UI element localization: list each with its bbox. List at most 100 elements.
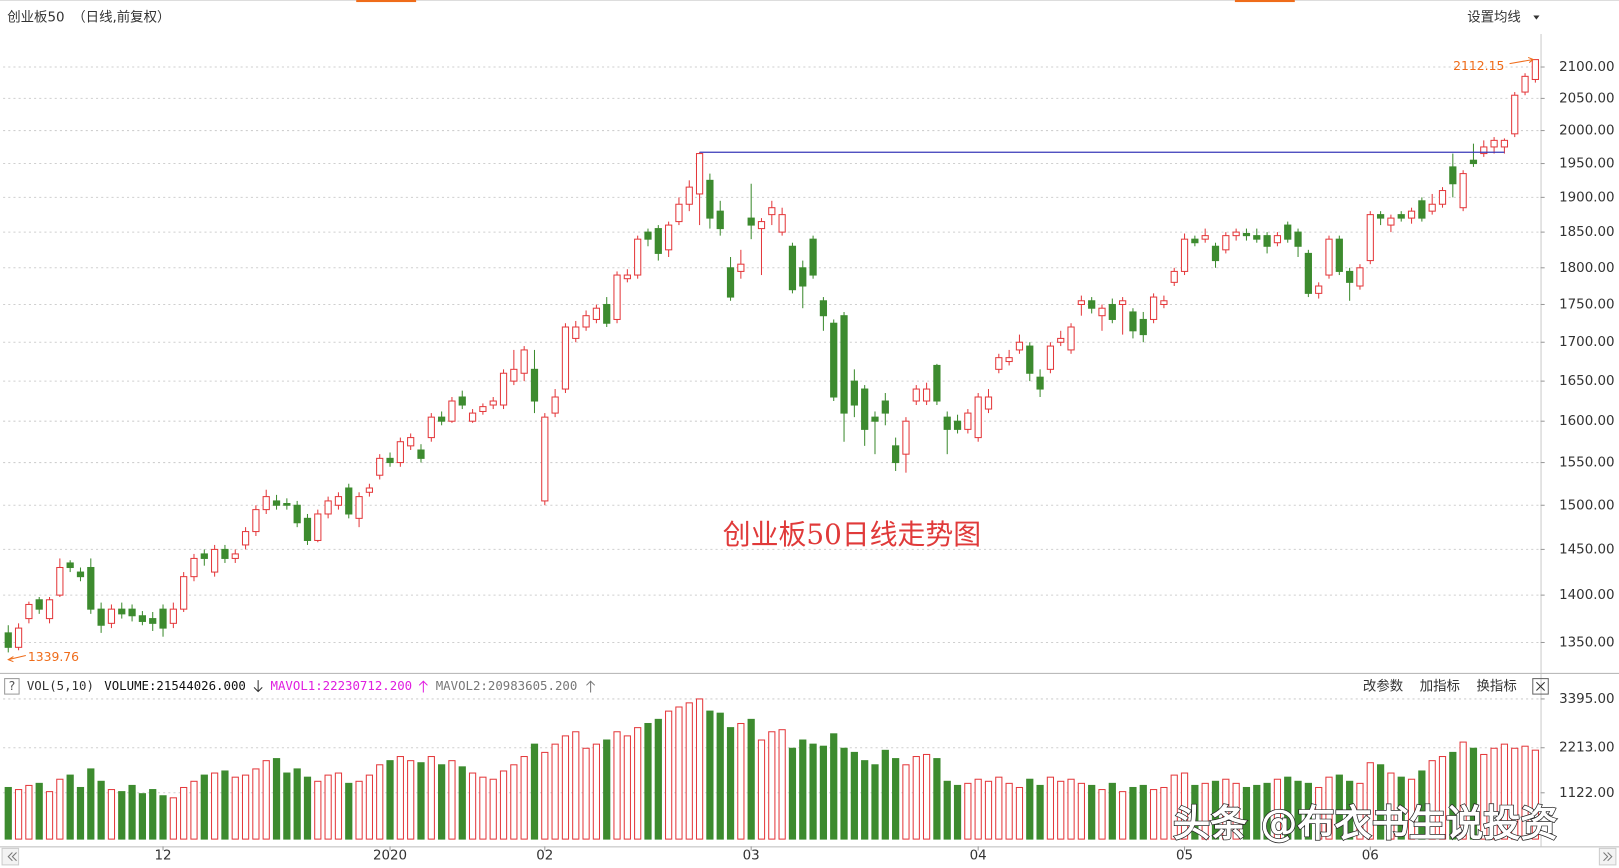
x-tick-label: 04 bbox=[970, 849, 987, 864]
volume-bar bbox=[1480, 753, 1488, 840]
y-tick-label: 1500.00 bbox=[1559, 498, 1614, 513]
volume-bar bbox=[747, 718, 755, 840]
toolbar-button[interactable]: 换指标 bbox=[1477, 678, 1517, 694]
volume-bar bbox=[1139, 784, 1147, 840]
scroll-left[interactable] bbox=[1, 847, 20, 866]
volume-bar bbox=[1046, 776, 1055, 840]
candle-body bbox=[1263, 235, 1271, 247]
volume-bar bbox=[272, 758, 281, 840]
volume-bar bbox=[25, 784, 33, 840]
candle-body bbox=[1170, 270, 1178, 283]
volume-bar bbox=[1531, 749, 1539, 840]
y-tick-label: 1600.00 bbox=[1559, 414, 1614, 429]
candle-body bbox=[1077, 300, 1085, 306]
ma-setting-button[interactable]: 设置均线 bbox=[1467, 10, 1521, 26]
x-tick-label: 05 bbox=[1176, 849, 1193, 864]
vol-name: VOL(5,10) bbox=[27, 679, 94, 693]
toolbar-button[interactable]: 加指标 bbox=[1420, 678, 1460, 694]
candle-body bbox=[1180, 238, 1189, 272]
volume-bar bbox=[695, 698, 704, 840]
volume-bar bbox=[190, 780, 198, 840]
volume-bar bbox=[1335, 774, 1343, 840]
candle-body bbox=[1211, 245, 1220, 262]
candle-body bbox=[1346, 270, 1354, 283]
candle-body bbox=[1500, 139, 1509, 148]
mavol2-text: MAVOL2:20983605.200 bbox=[436, 679, 578, 693]
candle-body bbox=[695, 153, 704, 195]
candle-body bbox=[1005, 357, 1013, 363]
candle-body bbox=[510, 368, 518, 382]
x-tick-label: 2020 bbox=[373, 849, 407, 864]
volume-bar bbox=[809, 743, 817, 840]
candle-body bbox=[1315, 285, 1323, 294]
candle-body bbox=[1480, 146, 1488, 155]
candle-body bbox=[964, 412, 972, 430]
help-box[interactable] bbox=[4, 678, 20, 695]
y-tick-label: 1350.00 bbox=[1559, 635, 1614, 650]
help-icon: ? bbox=[8, 679, 15, 693]
y-tick-label: 1550.00 bbox=[1559, 456, 1614, 471]
x-tick-label: 03 bbox=[743, 849, 760, 864]
toolbar-button[interactable]: 改参数 bbox=[1363, 677, 1404, 694]
volume-bar bbox=[1366, 762, 1374, 840]
candle-body bbox=[1490, 139, 1498, 148]
candle-body bbox=[654, 228, 662, 254]
y-tick-label: 2000.00 bbox=[1559, 124, 1614, 139]
candle-body bbox=[943, 416, 951, 430]
candle-body bbox=[737, 263, 745, 272]
close-button[interactable] bbox=[1532, 678, 1549, 695]
volume-bar bbox=[1242, 786, 1251, 840]
candle-body bbox=[4, 632, 12, 648]
candle-body bbox=[561, 326, 570, 390]
volume-bar bbox=[582, 747, 590, 840]
candle-body bbox=[1191, 238, 1199, 244]
candle-body bbox=[778, 214, 786, 233]
volume-bar bbox=[768, 731, 776, 840]
candle-body bbox=[530, 368, 539, 402]
candle-body bbox=[1356, 267, 1364, 287]
candle-body bbox=[685, 186, 693, 205]
candle-body bbox=[1335, 238, 1343, 272]
volume-bar bbox=[489, 778, 497, 840]
volume-bar bbox=[118, 791, 126, 840]
volume-bar bbox=[1098, 789, 1106, 840]
volume-bar bbox=[1449, 751, 1457, 840]
volume-bar bbox=[324, 774, 332, 840]
candle-body bbox=[479, 406, 487, 412]
candle-body bbox=[1294, 231, 1302, 247]
candle-body bbox=[706, 179, 714, 219]
volume-bar bbox=[334, 772, 343, 840]
candle-body bbox=[407, 437, 415, 447]
volume-bar bbox=[138, 793, 147, 840]
candle-body bbox=[1026, 345, 1034, 374]
candle-body bbox=[1304, 252, 1312, 294]
candle-body bbox=[665, 224, 673, 251]
volume-bar bbox=[45, 791, 54, 840]
candle-body bbox=[1253, 235, 1261, 240]
volume-bar bbox=[107, 789, 116, 840]
volume-bar bbox=[1222, 778, 1230, 840]
volume-bar bbox=[881, 749, 889, 840]
candle-body bbox=[1067, 326, 1075, 351]
candle-body bbox=[953, 420, 962, 430]
candle-body bbox=[190, 557, 198, 578]
candle-body bbox=[984, 396, 993, 410]
volume-bar bbox=[572, 731, 580, 840]
candle-body bbox=[1149, 296, 1158, 320]
candle-body bbox=[1531, 59, 1539, 80]
candle-body bbox=[262, 496, 270, 511]
candle-body bbox=[912, 388, 920, 402]
volume-bar bbox=[87, 768, 95, 840]
candle-body bbox=[1459, 173, 1467, 209]
candle-body bbox=[272, 500, 281, 506]
candle-body bbox=[1015, 341, 1024, 351]
candle-body bbox=[850, 380, 858, 406]
candle-body bbox=[438, 416, 446, 422]
candle-body bbox=[881, 400, 889, 414]
volume-bar bbox=[819, 745, 828, 840]
annotation: 创业板50日线走势图 bbox=[723, 518, 981, 551]
volume-bar bbox=[788, 747, 797, 840]
candle-body bbox=[1418, 200, 1426, 219]
volume-bar bbox=[830, 733, 838, 840]
volume-bar bbox=[221, 770, 229, 840]
